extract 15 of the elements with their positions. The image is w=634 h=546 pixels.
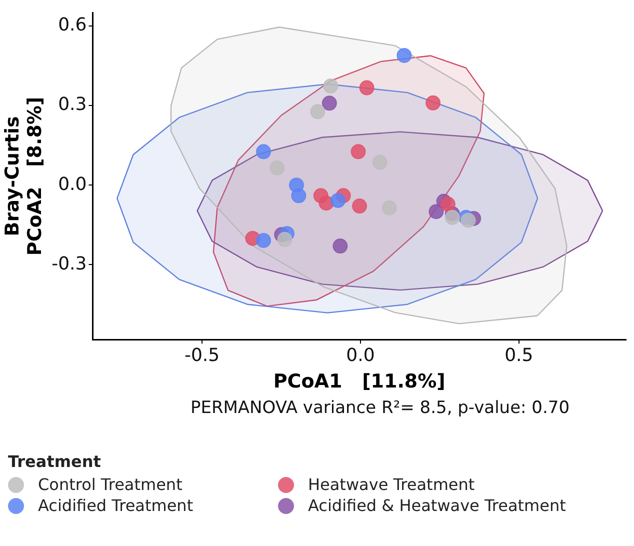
legend-title: Treatment	[8, 452, 102, 471]
legend-label: Acidified Treatment	[38, 496, 194, 515]
legend-label: Control Treatment	[38, 475, 182, 494]
x-axis-title: PCoA1 [11.8%]	[273, 370, 446, 393]
x-tick-label: 0.5	[504, 345, 534, 366]
y-tick-label: 0.6	[58, 14, 87, 36]
legend-label: Heatwave Treatment	[308, 475, 475, 494]
legend-label: Acidified & Heatwave Treatment	[308, 496, 566, 515]
y-axis-title: Bray-Curtis PCoA2 [8.8%]	[1, 96, 46, 256]
x-tick-label: 0.0	[346, 345, 375, 366]
y-tick-label: -0.3	[52, 253, 87, 274]
y-tick-label: 0.3	[58, 94, 87, 116]
text: PERMANOVA variance R²= 8.5, p-value: 0.70	[189, 398, 571, 418]
y-tick-label: 0.0	[58, 174, 87, 195]
x-tick-label: -0.5	[184, 345, 220, 366]
